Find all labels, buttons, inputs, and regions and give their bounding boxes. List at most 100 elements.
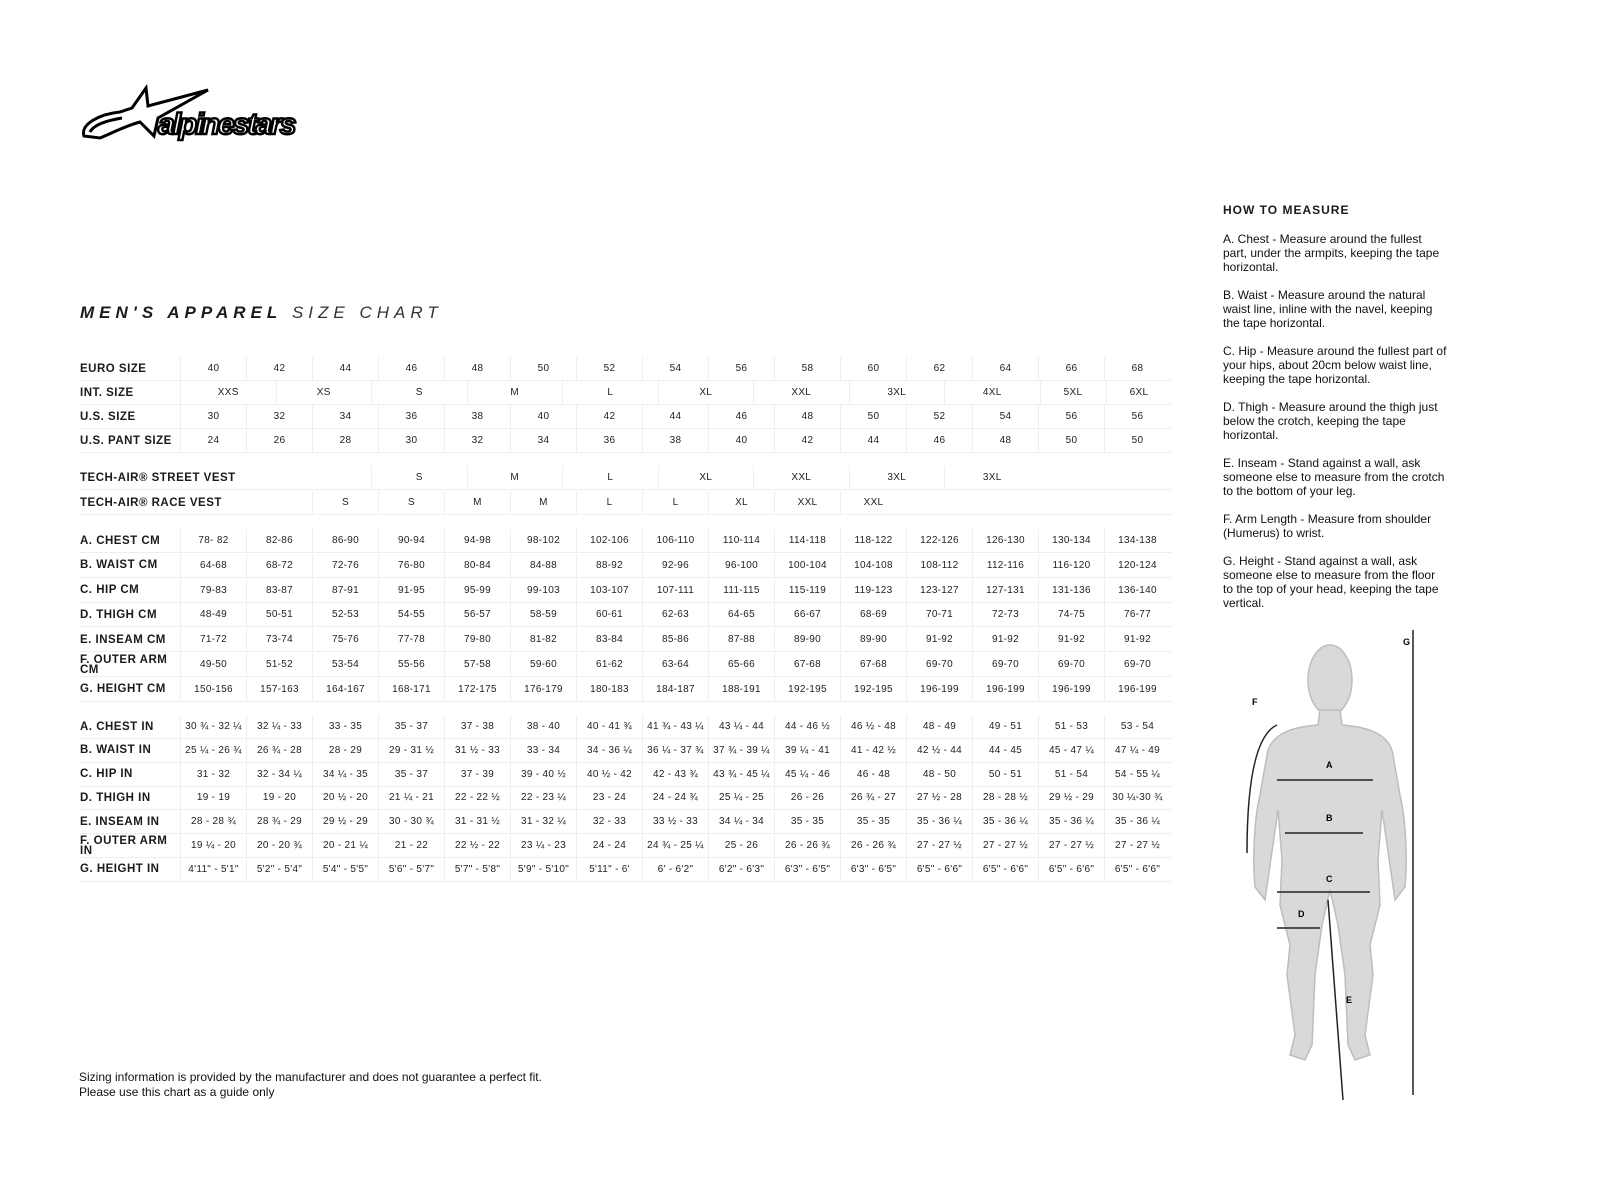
cell: 116-120 [1038, 553, 1104, 577]
row-label: B. WAIST IN [80, 744, 152, 757]
row-us: U.S. SIZE 30 32 34 36 38 40 42 44 46 48 50 52 54 56 56 [80, 405, 1172, 429]
cell: 56 [1038, 405, 1104, 428]
row-cm-5: F. OUTER ARM CM 49-50 51-52 53-54 55-56 57-58… [80, 653, 1172, 677]
cell: 28 ¾ - 29 [246, 810, 312, 834]
row-label: D. THIGH IN [80, 791, 151, 804]
cell: 82-86 [246, 529, 312, 552]
row-cm-3: D. THIGH CM 48-49 50-51 52-53 54-55 56-57 58-5… [80, 603, 1172, 628]
cell: 46 [906, 429, 972, 452]
how-to-measure: HOW TO MEASURE A. Chest - Measure around… [1223, 203, 1448, 624]
cell: 40 - 41 ¾ [576, 715, 642, 738]
row-label: U.S. SIZE [80, 410, 136, 423]
cell: 35 - 36 ¼ [906, 810, 972, 834]
cell: 184-187 [642, 677, 708, 701]
cell: 38 [444, 405, 510, 428]
cell: 6'5" - 6'6" [972, 857, 1038, 881]
cell: 23 ¼ - 23 [510, 834, 576, 857]
cell: 34 - 36 ¼ [576, 738, 642, 762]
cell: 46 [708, 405, 774, 428]
cell: 196-199 [906, 677, 972, 701]
cell: 180-183 [576, 677, 642, 701]
cell: L [562, 466, 658, 489]
cell: 6'3" - 6'5" [840, 857, 906, 881]
cell: XXL [753, 381, 849, 404]
cell: 123-127 [906, 578, 972, 602]
row-label: G. HEIGHT CM [80, 683, 166, 696]
cell: M [510, 491, 576, 514]
cell: 26 - 26 [774, 786, 840, 810]
cell: 104-108 [840, 553, 906, 577]
cell: 6'5" - 6'6" [1104, 857, 1170, 881]
cell: 56-57 [444, 603, 510, 627]
cell: 67-68 [774, 653, 840, 676]
cell: 59-60 [510, 653, 576, 676]
cell: 64-68 [180, 553, 246, 577]
cell: XXL [753, 466, 849, 489]
cell: 34 ¼ - 34 [708, 810, 774, 834]
cell: 73-74 [246, 628, 312, 652]
cell: 28 - 28 ½ [972, 786, 1038, 810]
cell: 51 - 53 [1038, 715, 1104, 738]
cell: 54 - 55 ¼ [1104, 762, 1170, 786]
row-label: EURO SIZE [80, 362, 147, 375]
cell: 6'5" - 6'6" [906, 857, 972, 881]
row-cm-1: B. WAIST CM 64-68 68-72 72-76 76-80 80-84 84-8… [80, 553, 1172, 578]
cell: 92-96 [642, 553, 708, 577]
cell: 62 [906, 357, 972, 380]
row-label: B. WAIST CM [80, 559, 158, 572]
cell: 78- 82 [180, 529, 246, 552]
row-cm-2: C. HIP CM 79-83 83-87 87-91 91-95 95-99 99-103… [80, 578, 1172, 603]
cell: 84-88 [510, 553, 576, 577]
cell: 91-92 [1104, 628, 1170, 652]
cell: 50 [840, 405, 906, 428]
cell: 44 - 45 [972, 738, 1038, 762]
cell: 38 - 40 [510, 715, 576, 738]
cell: 27 ½ - 28 [906, 786, 972, 810]
cell: 32 - 33 [576, 810, 642, 834]
cell: 89-90 [840, 628, 906, 652]
cell: 44 - 46 ½ [774, 715, 840, 738]
cell: 5XL [1039, 381, 1106, 404]
cell: 192-195 [840, 677, 906, 701]
cell: 192-195 [774, 677, 840, 701]
cell: 90-94 [378, 529, 444, 552]
cell: 110-114 [708, 529, 774, 552]
cell: 81-82 [510, 628, 576, 652]
cell: 5'11" - 6' [576, 857, 642, 881]
cell: 69-70 [1038, 653, 1104, 676]
cell: 49 - 51 [972, 715, 1038, 738]
cell: 37 ¾ - 39 ¼ [708, 738, 774, 762]
cell: 85-86 [642, 628, 708, 652]
cell: 24 ¾ - 25 ¼ [642, 834, 708, 857]
cell: 49-50 [180, 653, 246, 676]
cell: 76-80 [378, 553, 444, 577]
cell: 46 [378, 357, 444, 380]
cell: 3XL [944, 466, 1040, 489]
row-in-2: C. HIP IN 31 - 32 32 - 34 ¼ 34 ¼ - 35 35 - 3… [80, 762, 1172, 787]
cell: 20 - 20 ¾ [246, 834, 312, 857]
row-in-3: D. THIGH IN 19 - 19 19 - 20 20 ½ - 20 21 ¼ -… [80, 786, 1172, 811]
cell: 19 ¼ - 20 [180, 834, 246, 857]
arm-line [1246, 724, 1278, 854]
cell: 96-100 [708, 553, 774, 577]
measure-waist: B. Waist - Measure around the natural wa… [1223, 288, 1433, 330]
cell: 6XL [1105, 381, 1172, 404]
cell: 34 ¼ - 35 [312, 762, 378, 786]
cell: 37 - 39 [444, 762, 510, 786]
cell: 42 [246, 357, 312, 380]
label-f: F [1252, 697, 1258, 707]
row-cm-6: G. HEIGHT CM 150-156 157-163 164-167 168-171… [80, 677, 1172, 702]
label-e: E [1346, 995, 1352, 1005]
cell: S [371, 381, 467, 404]
cell: 74-75 [1038, 603, 1104, 627]
row-label: F. OUTER ARM IN [80, 834, 168, 857]
cell: 58 [774, 357, 840, 380]
cell: 46 ½ - 48 [840, 715, 906, 738]
cell: 69-70 [972, 653, 1038, 676]
cell: 20 ½ - 20 [312, 786, 378, 810]
cell: 32 ¼ - 33 [246, 715, 312, 738]
cell: 65-66 [708, 653, 774, 676]
cell: 35 - 36 ¼ [1104, 810, 1170, 834]
cell: 25 ¼ - 25 [708, 786, 774, 810]
cell: 30 ¼-30 ¾ [1104, 786, 1170, 810]
